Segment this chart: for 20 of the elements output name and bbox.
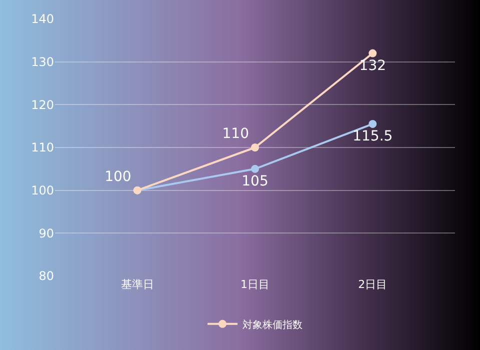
point xyxy=(368,49,377,58)
point xyxy=(251,144,259,152)
y-tick-label: 90 xyxy=(38,226,54,240)
data-label: 132 xyxy=(359,58,386,74)
x-tick-label: 2日目 xyxy=(358,278,388,291)
data-label: 105 xyxy=(242,173,268,190)
point xyxy=(368,120,377,128)
y-tick-label: 140 xyxy=(31,12,54,26)
y-tick-label: 120 xyxy=(31,98,54,112)
data-label: 110 xyxy=(222,126,249,142)
point xyxy=(251,164,259,173)
y-tick-label: 110 xyxy=(31,140,54,155)
legend-label: 対象株価指数 xyxy=(242,318,302,331)
data-label: 115.5 xyxy=(352,128,393,144)
data-label: 100 xyxy=(104,168,132,185)
x-tick-label: 1日目 xyxy=(240,278,270,291)
y-tick-label: 100 xyxy=(31,184,54,198)
y-tick-label: 130 xyxy=(31,55,54,70)
x-tick-label: 基準日 xyxy=(120,278,154,291)
y-tick-label: 80 xyxy=(38,269,54,284)
